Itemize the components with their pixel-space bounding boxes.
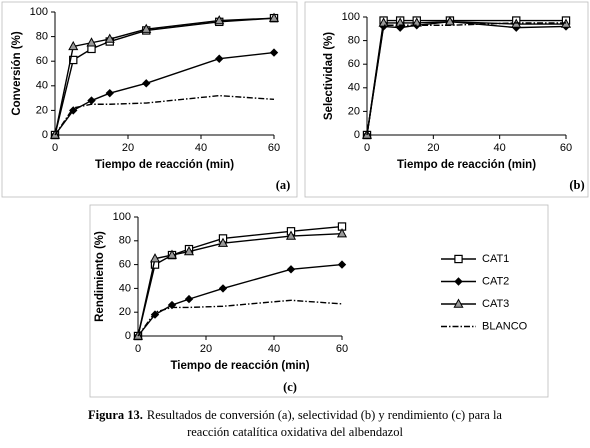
caption-line: reacción catalítica oxidativa del albend… [187,425,403,439]
series-line [54,51,275,136]
marker-triangle [453,298,464,308]
y-tick-label: 80 [119,235,131,247]
marker-triangle [149,253,161,263]
x-tick-label: 40 [195,142,207,154]
marker-triangle [214,15,225,25]
marker-square [454,254,463,264]
marker-triangle [68,40,79,51]
y-axis-label: Selectividad (%) [323,32,335,120]
y-tick-label: 0 [354,129,360,141]
x-axis-label: Tiempo de reacción (min) [95,159,234,171]
marker-triangle [285,230,297,240]
y-tick-label: 100 [30,6,48,18]
panel-label: (a) [276,178,291,192]
marker-diamond [69,106,78,115]
y-tick-label: 100 [342,11,360,23]
y-tick-label: 60 [119,259,131,271]
y-tick-label: 20 [119,306,131,318]
marker-triangle [378,17,389,27]
marker-triangle [104,33,115,43]
marker-triangle [411,17,422,27]
series-line [366,19,566,136]
x-tick-label: 60 [268,142,280,154]
y-tick-label: 100 [113,211,131,223]
chart-frame [1,1,298,198]
x-tick-label: 0 [364,142,370,154]
marker-triangle [217,237,229,247]
y-tick-label: 0 [42,129,48,141]
marker-diamond [454,277,463,286]
y-axis-label: Conversión (%) [11,31,23,116]
x-tick-label: 20 [122,142,134,154]
marker-triangle [336,228,348,238]
marker-triangle [166,249,178,259]
marker-triangle [141,23,152,33]
marker-diamond [337,260,347,269]
marker-diamond [215,54,224,63]
marker-triangle [268,12,280,22]
marker-diamond [218,284,228,293]
series-line [137,225,343,337]
chart-frame [89,204,549,398]
x-tick-label: 60 [560,142,572,154]
x-axis-label: Tiempo de reacción (min) [170,360,309,372]
legend-label: CAT3 [482,298,509,310]
series-line [137,232,343,337]
y-tick-label: 60 [36,55,48,67]
marker-square [69,55,78,65]
caption-text: Resultados de conversión (a), selectivid… [147,408,503,422]
x-tick-label: 20 [200,343,212,355]
y-tick-label: 40 [119,282,131,294]
marker-diamond [87,96,96,105]
y-tick-label: 20 [36,104,48,116]
x-tick-label: 60 [336,343,348,355]
panel-label: (b) [569,178,584,192]
series-line [54,94,275,136]
y-tick-label: 40 [348,82,360,94]
chart-frame [304,1,589,198]
marker-diamond [184,294,194,304]
legend-label: BLANCO [482,320,528,332]
marker-diamond [142,79,151,88]
y-tick-label: 20 [348,105,360,117]
x-tick-label: 0 [135,343,141,355]
y-tick-label: 80 [348,35,360,47]
marker-diamond [150,310,160,319]
series-line [366,22,566,136]
marker-diamond [286,265,296,274]
caption-line: Figura 13. Resultados de conversión (a), … [88,408,502,422]
y-axis-label: Rendimiento (%) [94,231,106,322]
x-tick-label: 0 [52,142,58,154]
legend-label: CAT2 [482,275,509,287]
marker-diamond [105,88,114,98]
marker-triangle [183,245,195,256]
caption-label: Figura 13. [88,408,143,422]
series-line [137,299,343,337]
x-tick-label: 20 [427,142,439,154]
x-tick-label: 40 [494,142,506,154]
marker-diamond [269,48,279,57]
y-tick-label: 60 [348,58,360,70]
y-tick-label: 40 [36,80,48,92]
panel-label: (c) [283,380,297,394]
x-tick-label: 40 [268,343,280,355]
marker-diamond [167,300,177,310]
marker-triangle [395,17,406,27]
marker-triangle [86,37,97,47]
series-line [366,21,566,136]
y-tick-label: 80 [36,31,48,43]
y-tick-label: 0 [125,330,131,342]
series-line [366,21,567,136]
legend-label: CAT1 [482,253,509,265]
series-line [137,263,343,337]
x-axis-label: Tiempo de reacción (min) [397,159,536,171]
